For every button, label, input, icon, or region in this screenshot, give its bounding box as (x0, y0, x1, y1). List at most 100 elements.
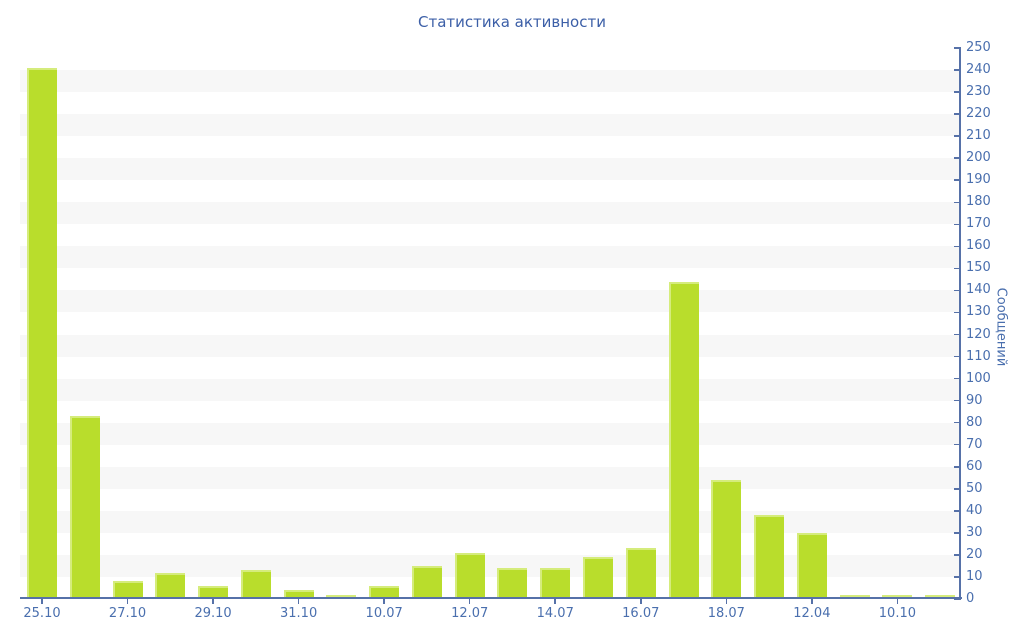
activity-bar-idx15 (668, 281, 699, 599)
x-tick (212, 598, 214, 604)
grid-band (20, 202, 960, 225)
activity-bar-idx3 (155, 572, 186, 599)
x-tick-label: 14.07 (536, 606, 574, 621)
y-tick (954, 399, 961, 402)
y-tick (954, 69, 961, 71)
y-tick-label: 130 (966, 304, 991, 320)
y-tick-label: 250 (966, 40, 991, 55)
activity-bar-10.10 (882, 594, 913, 599)
activity-bar-idx21 (925, 594, 956, 599)
y-tick-label: 220 (966, 106, 991, 122)
activity-bar-idx19 (839, 594, 870, 599)
y-tick (954, 532, 961, 534)
x-tick (297, 598, 300, 604)
y-tick (954, 443, 961, 446)
y-tick (954, 135, 961, 137)
y-tick-label: 90 (966, 392, 983, 408)
y-tick-label: 210 (966, 128, 991, 144)
y-tick (954, 311, 961, 314)
y-tick-label: 200 (966, 150, 991, 166)
y-tick-label: 70 (966, 436, 983, 452)
x-tick-label: 29.10 (194, 606, 232, 621)
y-tick (954, 47, 961, 49)
x-tick-label: 10.07 (365, 606, 403, 621)
y-tick (954, 157, 961, 159)
grid-band (20, 378, 960, 401)
activity-bar-14.07 (540, 568, 571, 599)
y-tick (954, 289, 961, 292)
y-tick (954, 466, 961, 468)
grid-band (20, 510, 960, 533)
activity-bar-18.07 (711, 479, 742, 599)
y-tick-label: 180 (966, 194, 991, 210)
y-tick (954, 576, 961, 578)
y-tick-label: 240 (966, 62, 991, 78)
x-tick-label: 12.04 (793, 606, 831, 621)
y-tick-label: 160 (966, 238, 991, 254)
y-tick (954, 201, 961, 204)
activity-bar-12.07 (454, 552, 485, 599)
y-tick (954, 223, 961, 226)
y-tick (954, 421, 961, 424)
activity-bar-27.10 (112, 581, 143, 599)
y-tick (954, 554, 961, 556)
activity-bar-25.10 (27, 67, 57, 599)
y-axis-line (959, 47, 961, 600)
y-tick (954, 355, 961, 358)
activity-bar-12.04 (796, 532, 827, 599)
activity-bar-31.10 (283, 590, 314, 599)
y-tick (954, 267, 961, 270)
x-tick (725, 598, 728, 604)
x-tick (468, 598, 471, 604)
grid-band (20, 158, 960, 181)
y-tick-label: 140 (966, 282, 991, 298)
y-tick-label: 230 (966, 84, 991, 100)
y-tick-label: 30 (966, 524, 983, 540)
y-tick (954, 598, 961, 600)
activity-bar-idx5 (240, 570, 271, 599)
y-tick (954, 333, 961, 336)
y-tick-label: 120 (966, 326, 991, 342)
x-tick-label: 31.10 (280, 606, 318, 621)
activity-bar-idx1 (69, 416, 100, 599)
x-tick-label: 18.07 (707, 606, 745, 621)
grid-band (20, 466, 960, 489)
y-tick-label: 100 (966, 370, 991, 386)
activity-bar-10.07 (369, 585, 400, 599)
y-tick (954, 510, 961, 512)
activity-bar-idx11 (497, 568, 528, 599)
x-axis-line (20, 597, 962, 600)
y-tick-label: 80 (966, 414, 983, 430)
x-tick (383, 598, 385, 604)
y-tick (954, 91, 961, 93)
grid-band (20, 114, 960, 137)
grid-band (20, 246, 960, 269)
x-tick (640, 598, 642, 604)
x-tick (126, 598, 129, 604)
grid-band (20, 422, 960, 445)
x-tick (811, 598, 813, 604)
chart-title: Статистика активности (418, 13, 606, 31)
x-tick-label: 10.10 (878, 606, 916, 621)
y-tick-label: 20 (966, 546, 983, 562)
grid-band (20, 334, 960, 357)
y-axis-title: Сообщений (993, 287, 1009, 367)
y-tick-label: 150 (966, 260, 991, 276)
y-tick-label: 40 (966, 502, 983, 518)
x-tick (554, 598, 556, 604)
y-tick-label: 50 (966, 480, 983, 496)
activity-bar-idx7 (326, 594, 357, 599)
y-tick-label: 110 (966, 348, 991, 364)
x-tick (896, 598, 899, 604)
y-tick-label: 170 (966, 216, 991, 232)
activity-bar-idx17 (754, 515, 785, 599)
y-tick (954, 245, 961, 248)
activity-bar-idx9 (411, 565, 442, 599)
x-tick-label: 27.10 (108, 606, 147, 621)
y-tick (954, 377, 961, 380)
y-tick-label: 60 (966, 458, 983, 474)
activity-bar-16.07 (625, 548, 656, 599)
grid-band (20, 70, 960, 93)
